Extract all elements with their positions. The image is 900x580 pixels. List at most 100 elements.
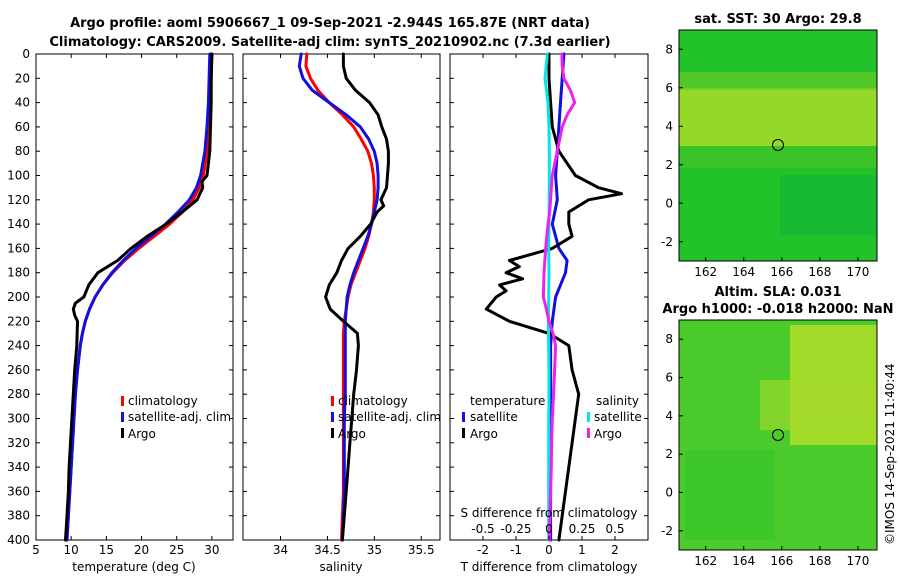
legend-label-temp-argo: Argo <box>470 427 498 441</box>
x-tick-label: 5 <box>32 543 40 557</box>
map-y-tick-label: 6 <box>665 371 673 385</box>
map-y-tick-label: 0 <box>665 486 673 500</box>
legend-swatch-argo <box>331 428 334 438</box>
x-tick-label: 2 <box>611 543 619 557</box>
figure-title-line2: Climatology: CARS2009. Satellite-adj cli… <box>49 35 610 50</box>
sla-map <box>678 319 878 551</box>
depth-tick-label: 360 <box>7 484 30 498</box>
sla-map-frame <box>678 319 878 551</box>
map-y-tick-label: 0 <box>665 196 673 210</box>
temperature-panel <box>64 52 214 542</box>
map-y-tick-label: -2 <box>661 524 673 538</box>
depth-tick-label: 100 <box>7 169 30 183</box>
series-satellite-adj-clim-line <box>297 52 380 542</box>
legend-swatch-climatology <box>331 396 334 406</box>
legend-label-climatology: climatology <box>128 394 198 408</box>
depth-tick-label: 260 <box>7 363 30 377</box>
sla-map-low-patch <box>685 450 775 540</box>
sla-map-axes: 162 164 166 168 170 8 6 4 2 0 -2 <box>661 332 869 568</box>
series-salinity-satellite-line <box>543 52 551 542</box>
legend-swatch-argo <box>121 428 124 438</box>
x-tick-label: 34.5 <box>314 543 341 557</box>
temperature-legend: climatology satellite-adj. clim Argo <box>121 394 231 441</box>
legend-heading-salinity: salinity <box>596 394 639 408</box>
legend-swatch-satellite <box>331 412 334 422</box>
x-tick-label: 20 <box>134 543 149 557</box>
sst-map-warm-band <box>679 88 877 146</box>
sst-map-axes: 162 164 166 168 170 8 6 4 2 0 -2 <box>661 42 869 279</box>
s-difference-label: S difference from climatology <box>461 506 638 520</box>
depth-tick-label: 60 <box>15 120 30 134</box>
depth-tick-label: 320 <box>7 436 30 450</box>
legend-label-sal-satellite: satellite <box>594 410 642 424</box>
series-argo-line <box>64 52 214 542</box>
depth-tick-label: 200 <box>7 290 30 304</box>
depth-tick-label: 120 <box>7 193 30 207</box>
depth-axis: 0 20 40 60 80 100 120 140 160 180 200 220 240 260 280 3… <box>7 47 648 547</box>
map-x-tick-label: 164 <box>732 265 755 279</box>
s-difference-tick-label: -0.5 <box>471 522 494 536</box>
map-y-tick-label: 2 <box>665 447 673 461</box>
temperature-xlabel: temperature (deg C) <box>72 560 195 574</box>
s-difference-tick-label: -0.25 <box>500 522 531 536</box>
x-tick-label: 35 <box>367 543 382 557</box>
depth-tick-label: 180 <box>7 266 30 280</box>
legend-label-sal-argo: Argo <box>594 427 622 441</box>
map-x-tick-label: 162 <box>694 554 717 568</box>
map-y-tick-label: 4 <box>665 409 673 423</box>
depth-tick-label: 80 <box>15 144 30 158</box>
map-y-tick-label: 8 <box>665 332 673 346</box>
legend-swatch-temp-argo <box>462 428 465 438</box>
series-salinity-argo-line <box>541 52 577 542</box>
depth-tick-label: 340 <box>7 460 30 474</box>
sst-map <box>678 29 878 262</box>
series-climatology-line <box>304 52 376 542</box>
legend-label-climatology: climatology <box>338 394 408 408</box>
map-x-tick-label: 170 <box>847 554 870 568</box>
series-argo-line <box>324 52 390 542</box>
salinity-legend: climatology satellite-adj. clim Argo <box>331 394 441 441</box>
x-tick-label: 0 <box>545 543 553 557</box>
x-tick-label: 25 <box>169 543 184 557</box>
s-difference-tick-label: 0 <box>545 522 553 536</box>
map-x-tick-label: 168 <box>808 265 831 279</box>
legend-heading-temperature: temperature <box>470 394 545 408</box>
salinity-panel <box>297 52 390 542</box>
sst-map-cool-patch <box>780 175 877 235</box>
s-difference-ticks: -0.5 -0.25 0 0.25 0.5 <box>471 522 624 536</box>
sst-argo-location-marker <box>772 139 784 151</box>
map-x-tick-label: 162 <box>694 265 717 279</box>
legend-label-temp-satellite: satellite <box>470 410 518 424</box>
sla-map-title-line2: Argo h1000: -0.018 h2000: NaN <box>662 302 893 317</box>
map-y-tick-label: 4 <box>665 119 673 133</box>
difference-legend: temperature satellite Argo salinity sate… <box>462 394 642 441</box>
x-tick-label: 10 <box>64 543 79 557</box>
x-tick-label: 30 <box>204 543 219 557</box>
map-x-tick-label: 164 <box>732 554 755 568</box>
x-tick-label: -1 <box>510 543 522 557</box>
map-y-tick-label: 6 <box>665 81 673 95</box>
s-difference-tick-label: 0.5 <box>605 522 624 536</box>
map-x-tick-label: 166 <box>770 554 793 568</box>
map-y-tick-label: 2 <box>665 158 673 172</box>
s-difference-tick-label: 0.25 <box>569 522 596 536</box>
imos-credit: ©IMOS 14-Sep-2021 11:40:44 <box>883 363 897 545</box>
map-y-tick-label: 8 <box>665 42 673 56</box>
legend-swatch-sal-argo <box>587 428 590 438</box>
legend-label-satellite: satellite-adj. clim <box>338 410 441 424</box>
x-tick-label: 15 <box>99 543 114 557</box>
salinity-xlabel: salinity <box>319 560 362 574</box>
depth-tick-label: 300 <box>7 412 30 426</box>
legend-swatch-sal-satellite <box>587 412 590 422</box>
legend-swatch-satellite <box>121 412 124 422</box>
sla-map-title-line1: Altim. SLA: 0.031 <box>715 285 842 300</box>
series-temperature-argo-line <box>484 52 624 542</box>
legend-swatch-climatology <box>121 396 124 406</box>
x-axes: 5 10 15 20 25 30 34 34.5 35 35.5 -2 -1 0 1 2 <box>32 54 619 557</box>
x-tick-label: 1 <box>578 543 586 557</box>
x-tick-label: 35.5 <box>408 543 435 557</box>
series-climatology-line <box>65 52 214 542</box>
map-x-tick-label: 170 <box>847 265 870 279</box>
depth-tick-label: 160 <box>7 241 30 255</box>
